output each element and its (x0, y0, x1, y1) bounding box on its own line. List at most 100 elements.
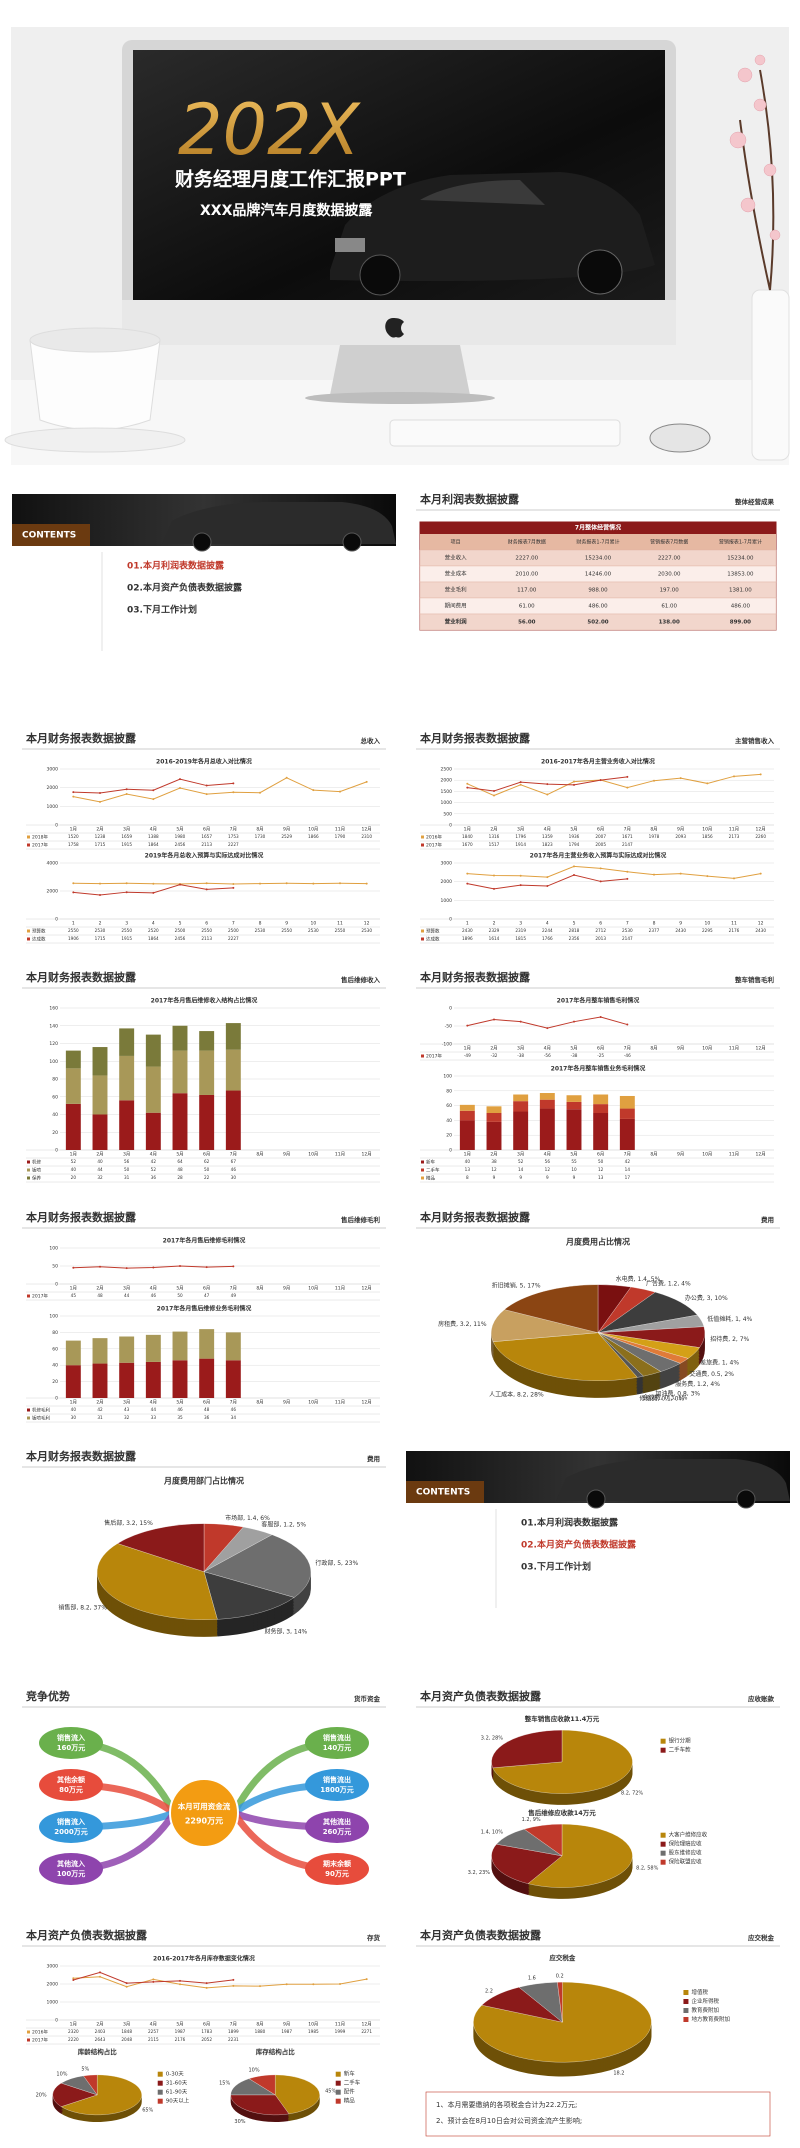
chart-title: 库龄结构占比 (78, 2047, 118, 2056)
table-value: 2173 (729, 834, 740, 839)
x-tick-label: 4月 (150, 827, 157, 833)
table-value: 2013 (595, 936, 606, 941)
bar-segment (65, 1050, 81, 1069)
x-tick-label: 7月 (624, 1046, 631, 1052)
pie-slice (83, 2074, 98, 2096)
point (152, 882, 155, 885)
bar-segment (92, 1338, 108, 1364)
slide-title: 本月财务报表数据披露 (420, 970, 531, 984)
table-value: 40 (71, 1407, 77, 1412)
x-tick-label: 1月 (70, 1400, 77, 1406)
point (259, 791, 261, 794)
x-tick-label: 8月 (650, 1046, 657, 1052)
contents-car-wheel (192, 532, 212, 552)
bar-segment (486, 1113, 502, 1122)
legend-swatch (157, 2071, 163, 2077)
flow-node (305, 1811, 369, 1843)
x-tick-label: 4月 (150, 1400, 157, 1406)
flow-node (305, 1853, 369, 1885)
table-header: 财务报表7月数据 (508, 539, 546, 546)
table-value: 1730 (255, 834, 266, 839)
point (72, 791, 75, 794)
x-tick-label: 4月 (544, 1152, 551, 1158)
x-tick-label: 4月 (150, 2022, 157, 2028)
slice-label: 广告费, 1.2, 4% (646, 1279, 691, 1287)
table-cell: 营业毛利 (445, 586, 467, 594)
slice-label: 65% (142, 2107, 153, 2113)
table-value: 40 (97, 1159, 103, 1164)
bar-segment (199, 1358, 215, 1398)
x-tick-label: 9月 (677, 827, 684, 833)
slide-tag: 整车销售毛利 (735, 975, 775, 984)
legend-swatch (660, 1850, 666, 1856)
pie-slice (248, 2074, 276, 2096)
flow-node-amount: 100万元 (57, 1870, 86, 1878)
table-value: 2147 (622, 842, 633, 847)
legend-label: 机修 (32, 1159, 41, 1166)
point (72, 1266, 75, 1269)
slide: 本月财务报表数据披露 整车销售毛利 2017年各月整车销售毛利情况 -100 -50 0 1… (406, 964, 790, 1186)
table-value: 2530 (255, 928, 266, 933)
legend-label: 地方教育费附加 (691, 2015, 730, 2023)
blossom (753, 98, 767, 112)
point (573, 783, 575, 786)
point (466, 782, 469, 785)
point (599, 867, 602, 870)
slide-background (12, 725, 396, 947)
table-value: 1896 (462, 936, 473, 941)
x-tick-label: 7月 (230, 1400, 237, 1406)
slice-label: 0.2 (556, 1974, 564, 1980)
table-value: 14 (625, 1167, 631, 1172)
table-value: 2550 (281, 928, 292, 933)
x-tick-label: 8月 (650, 827, 657, 833)
x-tick-label: 1 (466, 921, 469, 927)
table-value: 1715 (95, 842, 106, 847)
x-tick-label: 10月 (308, 2022, 318, 2028)
table-cell: 2010.00 (515, 572, 538, 578)
bar-segment (119, 1100, 135, 1150)
slide: 本月财务报表数据披露 总收入 2016-2019年各月总收入对比情况 0 1000 200… (12, 725, 396, 947)
table-value: 1987 (281, 2029, 292, 2034)
table-value: 28 (177, 1175, 183, 1180)
contents-car (162, 502, 396, 544)
x-tick-label: 8 (259, 921, 262, 927)
point (72, 891, 75, 894)
bar-segment (566, 1095, 582, 1102)
point (125, 1985, 128, 1988)
bar-segment (119, 1336, 135, 1363)
x-tick-label: 10 (704, 921, 710, 927)
legend-label: 钣喷毛利 (32, 1415, 50, 1422)
point (519, 884, 522, 887)
table-value: 33 (151, 1415, 157, 1420)
table-value: 1987 (175, 2029, 186, 2034)
table-value: 1856 (702, 834, 713, 839)
legend-swatch (27, 1168, 30, 1172)
x-tick-label: 12 (364, 921, 370, 927)
table-value: 1864 (148, 842, 159, 847)
contents-strip (406, 1481, 484, 1503)
table-cell: 15234.00 (585, 556, 612, 562)
table-value: 30 (71, 1415, 77, 1420)
x-tick-label: 7月 (624, 1152, 631, 1158)
table-value: 49 (231, 1293, 237, 1298)
point (125, 1982, 128, 1985)
table-value: 2007 (595, 834, 606, 839)
table-value: 48 (204, 1407, 210, 1412)
table-value: 1657 (201, 834, 212, 839)
bar-segment (486, 1106, 502, 1113)
table-header: 营销报表1-7月累计 (719, 539, 762, 546)
table-value: 31 (124, 1175, 130, 1180)
legend-label: 股东维修应收 (669, 1849, 703, 1857)
point (232, 1984, 235, 1987)
table-value: 45 (71, 1293, 77, 1298)
table-value: 32 (97, 1175, 103, 1180)
legend-label: 保险联盟应收 (669, 1858, 703, 1866)
x-tick-label: 12月 (362, 1286, 372, 1292)
y-tick-label: 80 (52, 1330, 58, 1336)
table-value: -25 (597, 1053, 604, 1058)
point (706, 782, 709, 785)
cup (29, 339, 161, 431)
x-tick-label: 4 (152, 921, 155, 927)
flow-node-amount: 140万元 (323, 1744, 352, 1752)
legend-swatch (683, 2008, 689, 2013)
